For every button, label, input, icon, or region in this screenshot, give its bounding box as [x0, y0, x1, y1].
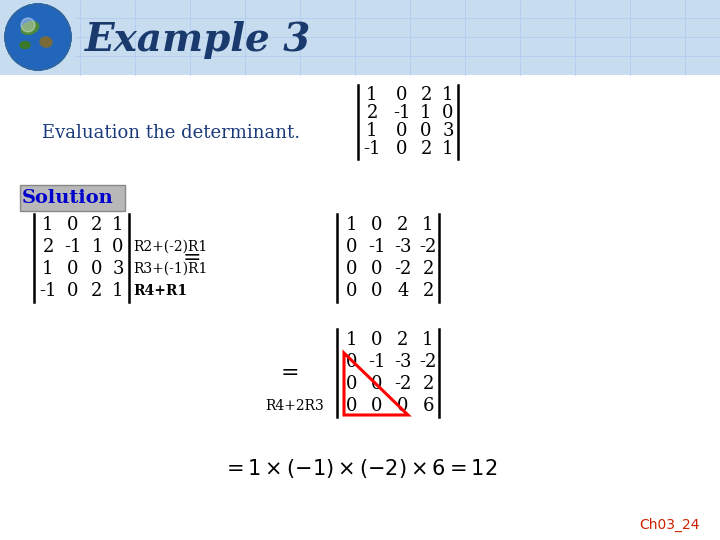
Text: 0: 0	[420, 122, 432, 140]
Text: 1: 1	[422, 216, 433, 234]
Text: 2: 2	[42, 238, 54, 256]
Text: 0: 0	[67, 260, 78, 278]
Text: -2: -2	[395, 375, 412, 393]
Text: 0: 0	[372, 397, 383, 415]
Text: -1: -1	[368, 238, 386, 256]
Text: 1: 1	[366, 86, 378, 104]
Text: 2: 2	[397, 216, 409, 234]
Text: 1: 1	[91, 238, 103, 256]
Text: Example 3: Example 3	[85, 21, 311, 59]
Text: 0: 0	[346, 397, 358, 415]
Text: 1: 1	[42, 260, 54, 278]
Text: 0: 0	[372, 282, 383, 300]
Text: 2: 2	[423, 260, 433, 278]
Text: -1: -1	[368, 353, 386, 371]
Text: -3: -3	[395, 238, 412, 256]
Text: -2: -2	[395, 260, 412, 278]
Text: 0: 0	[372, 331, 383, 349]
Circle shape	[5, 4, 71, 70]
Text: 1: 1	[422, 331, 433, 349]
Text: 1: 1	[346, 331, 358, 349]
Text: 0: 0	[442, 104, 454, 122]
Circle shape	[5, 4, 71, 70]
Text: 1: 1	[366, 122, 378, 140]
Text: -1: -1	[393, 104, 410, 122]
Text: 0: 0	[91, 260, 103, 278]
Text: 2: 2	[91, 216, 103, 234]
Text: -3: -3	[395, 353, 412, 371]
Text: 0: 0	[67, 216, 78, 234]
Text: -1: -1	[64, 238, 82, 256]
Text: 0: 0	[396, 122, 408, 140]
Text: R4+2R3: R4+2R3	[265, 399, 324, 413]
Text: 0: 0	[372, 216, 383, 234]
Bar	[20, 185, 125, 211]
Text: -2: -2	[419, 238, 437, 256]
Text: 1: 1	[346, 216, 358, 234]
Text: 1: 1	[420, 104, 432, 122]
Text: 3: 3	[112, 260, 124, 278]
Text: 0: 0	[346, 238, 358, 256]
Text: 2: 2	[397, 331, 409, 349]
Text: 0: 0	[372, 375, 383, 393]
Text: 2: 2	[91, 282, 103, 300]
Text: -1: -1	[364, 140, 381, 158]
Text: 0: 0	[346, 353, 358, 371]
Text: Ch03_24: Ch03_24	[639, 518, 700, 532]
Text: 1: 1	[112, 282, 124, 300]
Text: 0: 0	[346, 282, 358, 300]
Text: Solution: Solution	[22, 189, 114, 207]
Text: Evaluation the determinant.: Evaluation the determinant.	[42, 124, 300, 142]
Text: 3: 3	[442, 122, 454, 140]
Text: R3+(-1)R1: R3+(-1)R1	[133, 262, 207, 276]
Text: 2: 2	[420, 86, 432, 104]
Text: 1: 1	[112, 216, 124, 234]
Text: 0: 0	[396, 140, 408, 158]
Text: 0: 0	[346, 260, 358, 278]
Text: -1: -1	[40, 282, 57, 300]
Text: 0: 0	[346, 375, 358, 393]
Text: =: =	[281, 363, 300, 383]
Text: 1: 1	[442, 86, 454, 104]
Text: 1: 1	[442, 140, 454, 158]
Text: 6: 6	[422, 397, 433, 415]
Text: -2: -2	[419, 353, 437, 371]
Bar	[0, 0, 720, 75]
Text: 2: 2	[366, 104, 378, 122]
Text: R4+R1: R4+R1	[133, 284, 187, 298]
Ellipse shape	[40, 37, 52, 47]
Text: 2: 2	[423, 282, 433, 300]
Circle shape	[21, 18, 35, 32]
Text: 4: 4	[397, 282, 409, 300]
Text: 2: 2	[420, 140, 432, 158]
Text: 0: 0	[67, 282, 78, 300]
Text: 0: 0	[112, 238, 124, 256]
Text: 0: 0	[397, 397, 409, 415]
Text: 2: 2	[423, 375, 433, 393]
Text: $= 1\times(-1)\times(-2)\times 6 = 12$: $= 1\times(-1)\times(-2)\times 6 = 12$	[222, 456, 498, 480]
Ellipse shape	[20, 42, 30, 49]
Text: 0: 0	[372, 260, 383, 278]
Text: =: =	[183, 248, 202, 268]
Text: 0: 0	[396, 86, 408, 104]
Ellipse shape	[22, 22, 39, 35]
Text: R2+(-2)R1: R2+(-2)R1	[133, 240, 207, 254]
Text: 1: 1	[42, 216, 54, 234]
